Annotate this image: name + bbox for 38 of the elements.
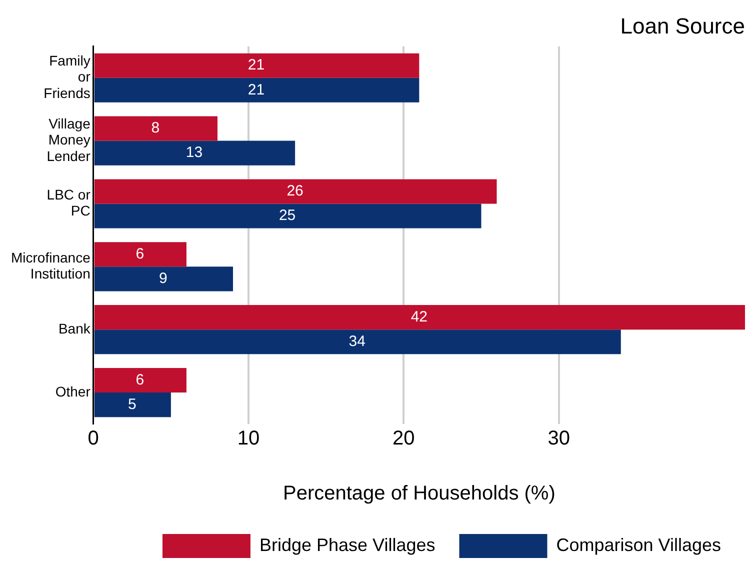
- bar: [94, 179, 497, 204]
- data-label: 25: [278, 207, 296, 224]
- bar: [94, 53, 420, 78]
- y-tick-label: Bank: [58, 320, 92, 336]
- data-label: 21: [248, 81, 265, 98]
- x-axis-title: Percentage of Households (%): [282, 482, 556, 505]
- x-tick-label: 30: [548, 428, 570, 450]
- bar: [94, 242, 186, 267]
- y-tick-label: Other: [55, 383, 91, 400]
- data-label: 9: [159, 270, 168, 288]
- data-label: 8: [151, 120, 160, 137]
- bar: [94, 266, 233, 292]
- bar: [94, 305, 745, 330]
- y-tick-label: Village Money Lender: [46, 116, 91, 164]
- x-tick-label: 10: [237, 428, 260, 450]
- bar: [94, 330, 621, 354]
- data-label: 13: [186, 144, 203, 162]
- legend-label: Bridge Phase Villages: [259, 534, 436, 555]
- data-label: 5: [128, 396, 136, 413]
- x-tick-label: 20: [392, 428, 415, 450]
- data-label: 6: [136, 246, 144, 263]
- y-tick-label: Family or Friends: [44, 52, 91, 101]
- bar: [94, 368, 186, 393]
- bar: [94, 204, 482, 228]
- chart-title: Loan Source: [620, 13, 745, 38]
- data-label: 26: [286, 182, 304, 200]
- bar: [94, 392, 171, 418]
- bar: [94, 140, 296, 166]
- y-tick-label: Microfinance Institution: [10, 249, 91, 282]
- data-label: 6: [136, 371, 144, 388]
- legend-label: Comparison Villages: [556, 534, 722, 555]
- x-tick-label: 0: [88, 428, 99, 450]
- bar: [94, 116, 218, 141]
- bar: [94, 78, 420, 102]
- data-label: 34: [348, 333, 366, 350]
- data-label: 42: [410, 308, 428, 326]
- y-tick-label: LBC or PC: [46, 186, 91, 219]
- data-label: 21: [248, 56, 265, 74]
